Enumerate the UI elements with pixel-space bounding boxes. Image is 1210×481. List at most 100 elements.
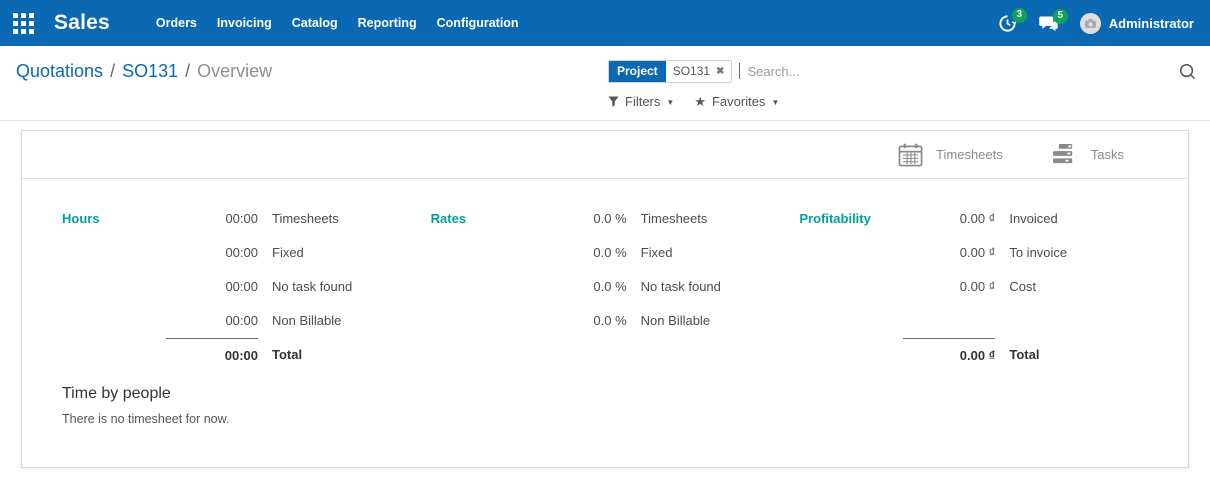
apps-menu-button[interactable] bbox=[0, 12, 46, 34]
stat-value: 0.0 % bbox=[593, 245, 627, 260]
search-facet: Project SO131 ✖ bbox=[608, 59, 733, 83]
activity-clock-icon bbox=[998, 14, 1017, 33]
search-bar: Project SO131 ✖ bbox=[608, 59, 1196, 83]
messages-button[interactable]: 5 bbox=[1038, 8, 1068, 32]
search-input[interactable] bbox=[745, 62, 1179, 80]
favorites-label: Favorites bbox=[711, 94, 766, 109]
stat-label: No task found bbox=[640, 279, 721, 294]
stat-total-value: 0.00 ₫ bbox=[903, 338, 996, 372]
app-brand[interactable]: Sales bbox=[54, 11, 110, 34]
tasks-button-label: Tasks bbox=[1090, 147, 1124, 162]
stat-row: 00:00 Timesheets bbox=[166, 202, 422, 236]
card-header: Timesheets Tasks bbox=[22, 131, 1188, 179]
timesheets-button-label: Timesheets bbox=[936, 147, 1003, 162]
stat-title-hours: Hours bbox=[62, 211, 100, 226]
breadcrumb-separator: / bbox=[185, 61, 191, 81]
stat-row: 0.00 ₫ Invoiced bbox=[903, 202, 1159, 236]
stat-label: Non Billable bbox=[640, 313, 711, 328]
nav-item-orders[interactable]: Orders bbox=[155, 16, 197, 30]
stat-value: 0.00 ₫ bbox=[959, 245, 996, 260]
stat-label: Fixed bbox=[272, 245, 304, 260]
timesheets-button[interactable]: Timesheets bbox=[898, 143, 1003, 167]
stat-rows: 00:00 Timesheets 00:00 Fixed 00:00 No ta… bbox=[166, 202, 422, 372]
stat-row: 0.00 ₫ Cost bbox=[903, 270, 1159, 304]
top-navbar: Sales Orders Invoicing Catalog Reporting… bbox=[0, 0, 1210, 46]
project-overview-card: Timesheets Tasks Hours 00:00 bbox=[21, 130, 1189, 468]
breadcrumb-link-so131[interactable]: SO131 bbox=[122, 61, 179, 81]
stat-row-total: 0.00 ₫ Total bbox=[903, 338, 1159, 372]
user-menu[interactable]: Administrator bbox=[1079, 12, 1194, 34]
nav-item-reporting[interactable]: Reporting bbox=[357, 16, 417, 30]
empty-timesheet-message: There is no timesheet for now. bbox=[62, 412, 230, 426]
stat-row: 0.0 % Timesheets bbox=[535, 202, 791, 236]
stat-label: To invoice bbox=[1009, 245, 1068, 260]
filter-funnel-icon bbox=[608, 96, 619, 107]
stat-group-hours: Hours 00:00 Timesheets 00:00 Fixed 00:00… bbox=[62, 202, 431, 372]
stat-row: 00:00 No task found bbox=[166, 270, 422, 304]
breadcrumb-separator: / bbox=[110, 61, 116, 81]
stat-label: Invoiced bbox=[1009, 211, 1058, 226]
stat-row: 0.0 % Fixed bbox=[535, 236, 791, 270]
calendar-icon bbox=[898, 143, 923, 167]
stat-title-profitability: Profitability bbox=[799, 211, 871, 226]
messages-badge: 5 bbox=[1052, 8, 1068, 24]
section-title: Time by people bbox=[62, 385, 171, 402]
apps-grid-icon bbox=[12, 12, 34, 34]
search-panel: Project SO131 ✖ bbox=[608, 59, 1196, 120]
tasks-stack-icon bbox=[1052, 144, 1078, 165]
stat-spacer bbox=[903, 304, 995, 338]
time-by-people-section: Time by people There is no timesheet for… bbox=[22, 385, 1188, 426]
stat-group-profitability: Profitability 0.00 ₫ Invoiced 0.00 ₫ To … bbox=[799, 202, 1168, 372]
stat-value: 0.0 % bbox=[593, 313, 627, 328]
stat-title-rates: Rates bbox=[430, 211, 467, 226]
user-name-label: Administrator bbox=[1108, 15, 1194, 31]
facet-value-text: SO131 bbox=[672, 64, 711, 78]
navbar-right: 3 5 Administrator bbox=[998, 7, 1210, 34]
favorites-dropdown[interactable]: ★ Favorites ▼ bbox=[694, 94, 779, 109]
stat-row: 0.0 % No task found bbox=[535, 270, 791, 304]
star-icon: ★ bbox=[694, 94, 706, 109]
control-panel: Quotations / SO131 / Overview Project SO131 … bbox=[0, 46, 1210, 121]
facet-category-label: Project bbox=[609, 60, 666, 82]
stat-value: 0.0 % bbox=[593, 279, 627, 294]
search-options-row: Filters ▼ ★ Favorites ▼ bbox=[608, 94, 1196, 109]
stat-row-total: 00:00 Total bbox=[166, 338, 422, 372]
facet-value: SO131 ✖ bbox=[665, 60, 732, 82]
stat-row: 0.0 % Non Billable bbox=[535, 304, 791, 338]
facet-close-icon[interactable]: ✖ bbox=[716, 65, 725, 77]
nav-item-invoicing[interactable]: Invoicing bbox=[216, 16, 272, 30]
activities-button[interactable]: 3 bbox=[998, 7, 1027, 33]
stat-label: Non Billable bbox=[272, 313, 342, 328]
stat-value: 00:00 bbox=[225, 313, 258, 328]
stat-value: 00:00 bbox=[225, 211, 258, 226]
user-avatar bbox=[1079, 12, 1101, 34]
stats-panel: Hours 00:00 Timesheets 00:00 Fixed 00:00… bbox=[22, 179, 1188, 372]
stat-total-label: Total bbox=[1009, 347, 1040, 362]
stat-group-rates: Rates 0.0 % Timesheets 0.0 % Fixed 0.0 %… bbox=[431, 202, 800, 372]
stat-row: 00:00 Fixed bbox=[166, 236, 422, 270]
stat-label: Timesheets bbox=[272, 211, 339, 226]
stat-total-value: 00:00 bbox=[166, 338, 258, 372]
stat-value: 00:00 bbox=[225, 279, 258, 294]
stat-value: 0.0 % bbox=[593, 211, 627, 226]
stat-value: 00:00 bbox=[225, 245, 258, 260]
stat-label: Cost bbox=[1009, 279, 1037, 294]
stat-value: 0.00 ₫ bbox=[959, 279, 996, 294]
stat-label: No task found bbox=[272, 279, 353, 294]
search-magnifier-icon[interactable] bbox=[1179, 63, 1196, 80]
breadcrumb-current: Overview bbox=[197, 61, 273, 81]
stat-label: Timesheets bbox=[640, 211, 708, 226]
filters-dropdown[interactable]: Filters ▼ bbox=[608, 94, 674, 109]
stat-rows: 0.0 % Timesheets 0.0 % Fixed 0.0 % No ta… bbox=[535, 202, 791, 372]
text-cursor bbox=[739, 63, 741, 79]
nav-item-catalog[interactable]: Catalog bbox=[291, 16, 338, 30]
stat-spacer bbox=[1009, 304, 1159, 338]
stat-row: 00:00 Non Billable bbox=[166, 304, 422, 338]
breadcrumb-link-quotations[interactable]: Quotations bbox=[16, 61, 104, 81]
stat-label: Fixed bbox=[640, 245, 673, 260]
main-menu: Orders Invoicing Catalog Reporting Confi… bbox=[156, 12, 519, 34]
stat-row-spacer bbox=[903, 304, 1159, 338]
stat-row: 0.00 ₫ To invoice bbox=[903, 236, 1159, 270]
tasks-button[interactable]: Tasks bbox=[1052, 144, 1124, 165]
nav-item-configuration[interactable]: Configuration bbox=[436, 16, 519, 30]
